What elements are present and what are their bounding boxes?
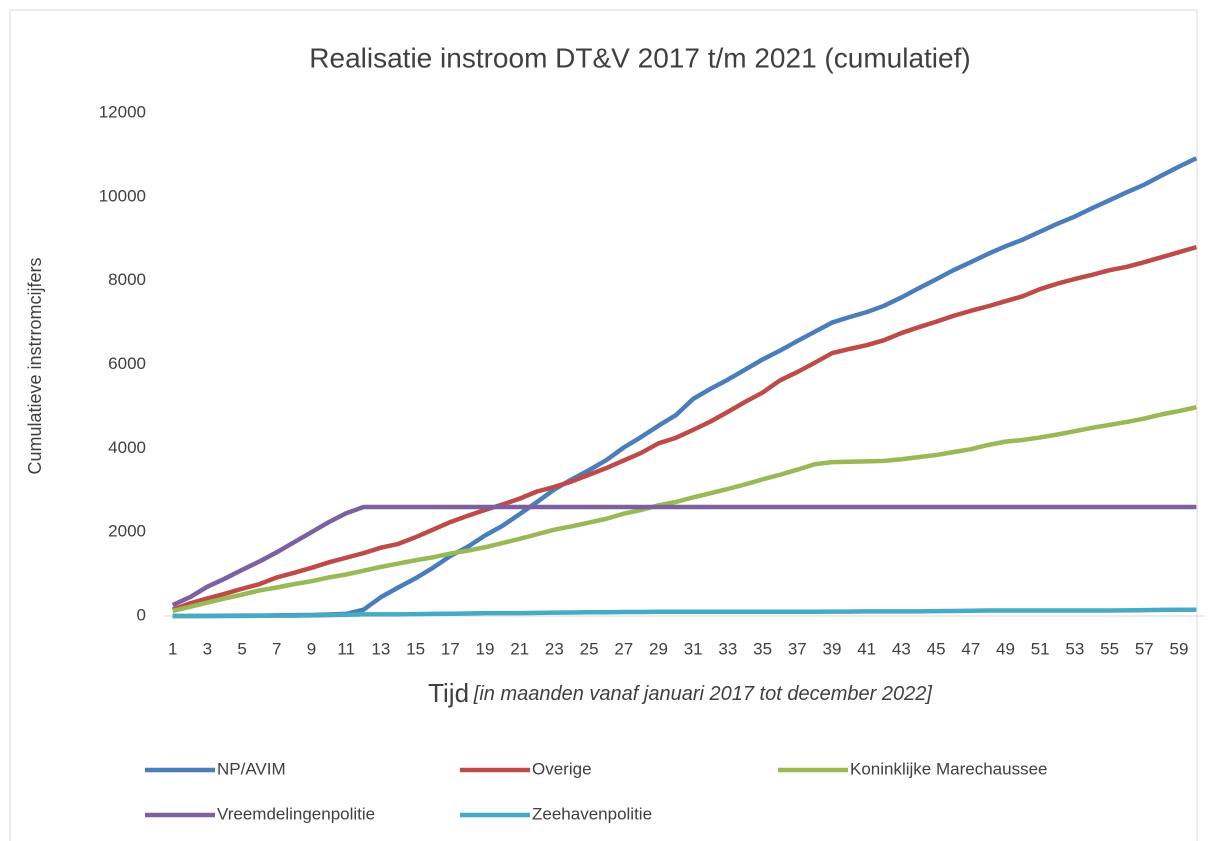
y-tick-label: 8000 (108, 270, 146, 289)
legend-label: Vreemdelingenpolitie (217, 804, 375, 823)
x-tick-label: 45 (927, 639, 946, 658)
x-tick-label: 3 (203, 639, 212, 658)
legend-label: Overige (532, 759, 592, 778)
x-tick-label: 39 (823, 639, 842, 658)
x-axis-label: Tijd [in maanden vanaf januari 2017 tot … (428, 678, 932, 708)
x-tick-label: 1 (168, 639, 177, 658)
series-line (171, 244, 1197, 612)
y-tick-label: 6000 (108, 354, 146, 373)
y-tick-label: 12000 (99, 102, 146, 121)
series-line (171, 504, 1197, 608)
x-tick-label: 19 (476, 639, 495, 658)
x-tick-label: 9 (307, 639, 316, 658)
x-tick-label: 43 (892, 639, 911, 658)
x-tick-label: 47 (961, 639, 980, 658)
legend-label: Koninklijke Marechaussee (850, 759, 1048, 778)
x-tick-label: 29 (649, 639, 668, 658)
x-tick-label: 37 (788, 639, 807, 658)
legend-label: Zeehavenpolitie (532, 804, 652, 823)
y-tick-label: 4000 (108, 438, 146, 457)
x-tick-label: 55 (1100, 639, 1119, 658)
x-tick-label: 15 (406, 639, 425, 658)
x-tick-label: 49 (996, 639, 1015, 658)
x-tick-label: 13 (371, 639, 390, 658)
y-axis-label: Cumulatieve instrromcijfers (25, 257, 45, 474)
x-tick-label: 23 (545, 639, 564, 658)
y-tick-label: 10000 (99, 186, 146, 205)
x-tick-label: 53 (1065, 639, 1084, 658)
x-tick-label: 35 (753, 639, 772, 658)
x-tick-label: 59 (1170, 639, 1189, 658)
series-line (172, 405, 1197, 614)
x-tick-label: 51 (1031, 639, 1050, 658)
legend-label: NP/AVIM (217, 759, 286, 778)
x-axis-title: Tijd (428, 678, 469, 708)
series-line (172, 607, 1197, 619)
x-tick-label: 33 (718, 639, 737, 658)
chart-title: Realisatie instroom DT&V 2017 t/m 2021 (… (309, 42, 970, 73)
x-tick-label: 57 (1135, 639, 1154, 658)
x-tick-label: 27 (614, 639, 633, 658)
x-tick-label: 11 (337, 639, 355, 658)
y-tick-label: 2000 (108, 522, 146, 541)
x-tick-label: 41 (857, 639, 876, 658)
x-tick-label: 7 (272, 639, 281, 658)
x-tick-label: 21 (510, 639, 529, 658)
x-tick-label: 31 (684, 639, 703, 658)
x-axis-detail: [in maanden vanaf januari 2017 tot decem… (473, 683, 933, 705)
x-tick-label: 5 (237, 639, 246, 658)
chart-border (9, 9, 1198, 841)
x-tick-label: 25 (580, 639, 599, 658)
y-tick-label: 0 (137, 605, 146, 624)
x-tick-label: 17 (441, 639, 460, 658)
